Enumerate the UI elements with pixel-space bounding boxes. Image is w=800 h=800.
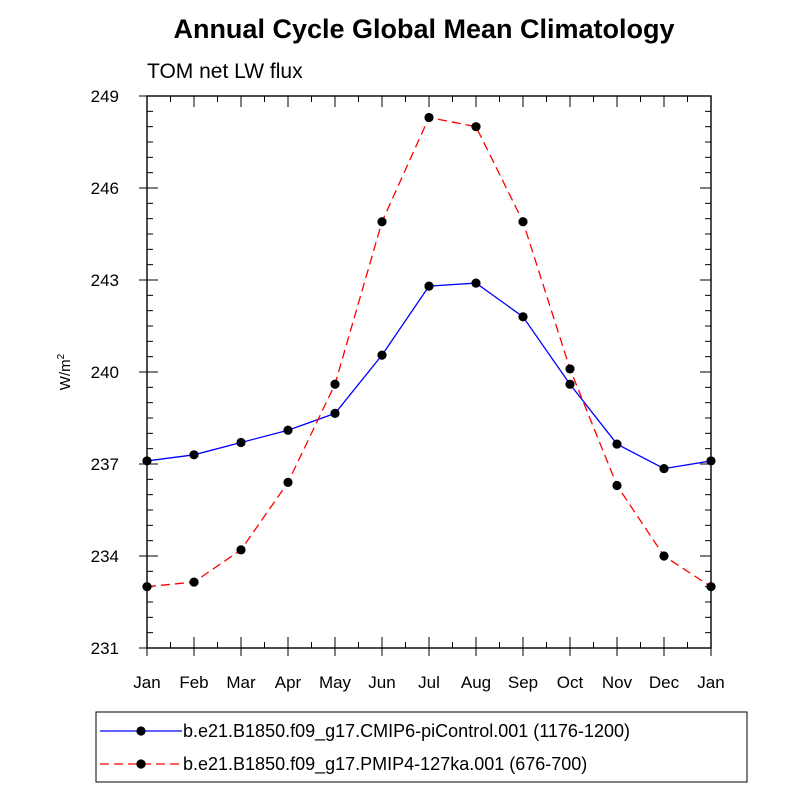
data-point-series-2 xyxy=(706,582,716,592)
y-tick-label: 240 xyxy=(91,363,119,382)
y-tick-label: 234 xyxy=(91,547,119,566)
plot-frame xyxy=(146,95,712,649)
x-tick-label: May xyxy=(319,673,352,692)
y-tick-label: 243 xyxy=(91,271,119,290)
data-point-series-2 xyxy=(565,364,575,374)
x-tick-label: Jan xyxy=(697,673,724,692)
data-point-series-1 xyxy=(330,408,340,418)
axis-ticks xyxy=(139,95,712,656)
y-tick-label: 246 xyxy=(91,179,119,198)
data-point-series-1 xyxy=(283,425,293,435)
series-layer xyxy=(142,112,716,592)
x-tick-label: Aug xyxy=(461,673,491,692)
data-point-series-2 xyxy=(612,480,622,491)
legend: b.e21.B1850.f09_g17.CMIP6-piControl.001 … xyxy=(95,711,748,783)
x-tick-label: Feb xyxy=(179,673,208,692)
x-tick-labels: Jan Feb Mar Apr May Jun Jul Aug Sep Oct Nov Dec Jan xyxy=(133,673,724,692)
y-tick-labels: 231 234 237 240 243 246 249 xyxy=(91,87,119,658)
data-point-series-1 xyxy=(142,456,152,466)
x-tick-label: Dec xyxy=(649,673,680,692)
x-tick-label: Jan xyxy=(133,673,160,692)
chart-subtitle: TOM net LW flux xyxy=(147,60,303,83)
y-axis-label-superscript: 2 xyxy=(56,353,67,359)
data-point-series-1 xyxy=(424,281,434,291)
legend-label-1: b.e21.B1850.f09_g17.CMIP6-piControl.001 … xyxy=(183,721,630,742)
data-point-series-2 xyxy=(189,577,199,587)
data-point-series-2 xyxy=(659,551,669,561)
y-axis-label: W/m2 xyxy=(56,353,74,390)
data-point-series-1 xyxy=(565,379,575,389)
data-point-series-2 xyxy=(330,379,340,389)
y-tick-label: 249 xyxy=(91,87,119,106)
data-point-series-1 xyxy=(659,464,669,474)
x-tick-label: Mar xyxy=(226,673,256,692)
data-point-series-1 xyxy=(377,350,387,360)
data-point-series-2 xyxy=(518,217,528,227)
chart-title: Annual Cycle Global Mean Climatology xyxy=(173,14,674,44)
legend-label-2: b.e21.B1850.f09_g17.PMIP4-127ka.001 (676… xyxy=(183,754,587,775)
y-tick-label: 237 xyxy=(91,455,119,474)
x-tick-label: Nov xyxy=(602,673,633,692)
x-tick-label: Jul xyxy=(418,673,440,692)
legend-entries: b.e21.B1850.f09_g17.CMIP6-piControl.001 … xyxy=(100,721,630,775)
data-point-series-1 xyxy=(189,450,199,460)
series-line-2 xyxy=(146,116,712,588)
data-point-series-1 xyxy=(471,278,481,288)
legend-box xyxy=(95,711,748,783)
legend-marker-2 xyxy=(136,759,146,769)
y-tick-label: 231 xyxy=(91,639,119,658)
x-tick-label: Sep xyxy=(508,673,538,692)
data-point-series-2 xyxy=(283,477,293,487)
x-tick-label: Oct xyxy=(557,673,584,692)
legend-marker-1 xyxy=(136,726,146,736)
x-tick-label: Apr xyxy=(275,673,302,692)
plot-area xyxy=(139,95,716,656)
data-point-series-1 xyxy=(518,312,528,322)
x-tick-label: Jun xyxy=(368,673,395,692)
data-point-series-2 xyxy=(424,112,434,123)
data-point-series-2 xyxy=(142,582,152,592)
data-point-series-2 xyxy=(377,217,387,227)
data-point-series-1 xyxy=(612,439,622,449)
series-line-1 xyxy=(146,282,712,470)
data-point-series-2 xyxy=(236,545,246,555)
y-axis-label-text: W/m xyxy=(57,359,74,390)
data-point-series-1 xyxy=(236,437,246,448)
data-point-series-2 xyxy=(471,122,481,132)
data-point-series-1 xyxy=(706,456,716,466)
